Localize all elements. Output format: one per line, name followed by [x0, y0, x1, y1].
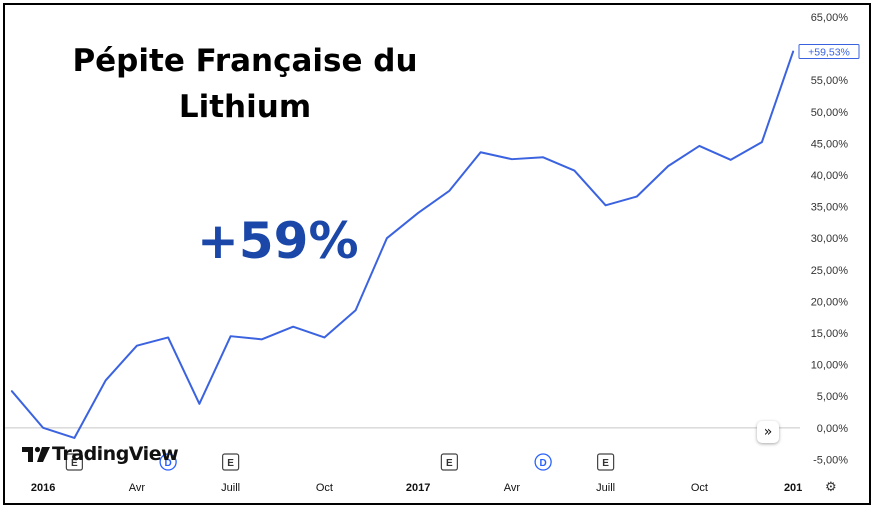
y-tick-label: 15,00%: [811, 328, 849, 340]
x-tick-label: Oct: [691, 482, 708, 494]
earnings-marker-label: E: [446, 458, 453, 469]
chart-frame: [3, 3, 871, 505]
tradingview-logo-text: TradingView: [52, 443, 179, 465]
x-tick-label: Oct: [316, 482, 333, 494]
earnings-marker[interactable]: E: [597, 453, 615, 471]
earnings-marker-label: E: [602, 458, 609, 469]
earnings-marker[interactable]: E: [440, 453, 458, 471]
y-tick-label: -5,00%: [813, 454, 848, 466]
x-tick-label: Juill: [596, 482, 615, 494]
scroll-to-latest-button[interactable]: »: [757, 421, 779, 443]
y-tick-label: 5,00%: [817, 391, 848, 403]
y-tick-label: 10,00%: [811, 360, 849, 372]
dividend-marker-label: D: [165, 458, 172, 469]
dividend-marker[interactable]: D: [534, 453, 552, 471]
performance-callout: +59%: [197, 212, 359, 270]
earnings-marker[interactable]: E: [65, 453, 83, 471]
x-tick-label: Juill: [221, 482, 240, 494]
y-tick-label: 45,00%: [811, 138, 849, 150]
x-tick-label: Avr: [129, 482, 146, 494]
earnings-marker-label: E: [71, 458, 78, 469]
y-tick-label: 30,00%: [811, 233, 849, 245]
earnings-marker-box: [65, 453, 83, 471]
y-tick-label: 40,00%: [811, 170, 849, 182]
y-tick-label: 55,00%: [811, 75, 849, 87]
tradingview-logo[interactable]: TradingView: [22, 443, 179, 465]
headline-line-2: Lithium: [178, 89, 312, 125]
x-tick-label: 2017: [406, 482, 430, 494]
last-value-badge: [798, 44, 860, 60]
earnings-marker[interactable]: E: [222, 453, 240, 471]
earnings-marker-box: [597, 453, 615, 471]
earnings-marker-box: [222, 453, 240, 471]
headline-line-1: Pépite Française du: [72, 43, 418, 79]
earnings-marker-box: [440, 453, 458, 471]
dividend-marker-circle: [534, 453, 552, 471]
x-tick-label: Avr: [504, 482, 521, 494]
y-tick-label: 65,00%: [811, 12, 849, 24]
dividend-marker-circle: [159, 453, 177, 471]
x-tick-label: 201: [784, 482, 802, 494]
double-chevron-right-icon: »: [763, 424, 773, 440]
y-tick-label: 35,00%: [811, 202, 849, 214]
earnings-marker-label: E: [227, 458, 234, 469]
x-tick-label: 2016: [31, 482, 55, 494]
gear-icon[interactable]: ⚙: [825, 480, 837, 495]
y-tick-label: 20,00%: [811, 296, 849, 308]
last-value-label: +59,53%: [808, 47, 850, 59]
y-tick-label: 25,00%: [811, 265, 849, 277]
y-tick-label: 0,00%: [817, 423, 848, 435]
series-line: [10, 50, 795, 439]
dividend-marker-label: D: [540, 458, 547, 469]
chart-headline: Pépite Française du Lithium: [60, 38, 430, 130]
tradingview-logo-icon: [22, 446, 50, 462]
dividend-marker[interactable]: D: [159, 453, 177, 471]
y-tick-label: 50,00%: [811, 107, 849, 119]
